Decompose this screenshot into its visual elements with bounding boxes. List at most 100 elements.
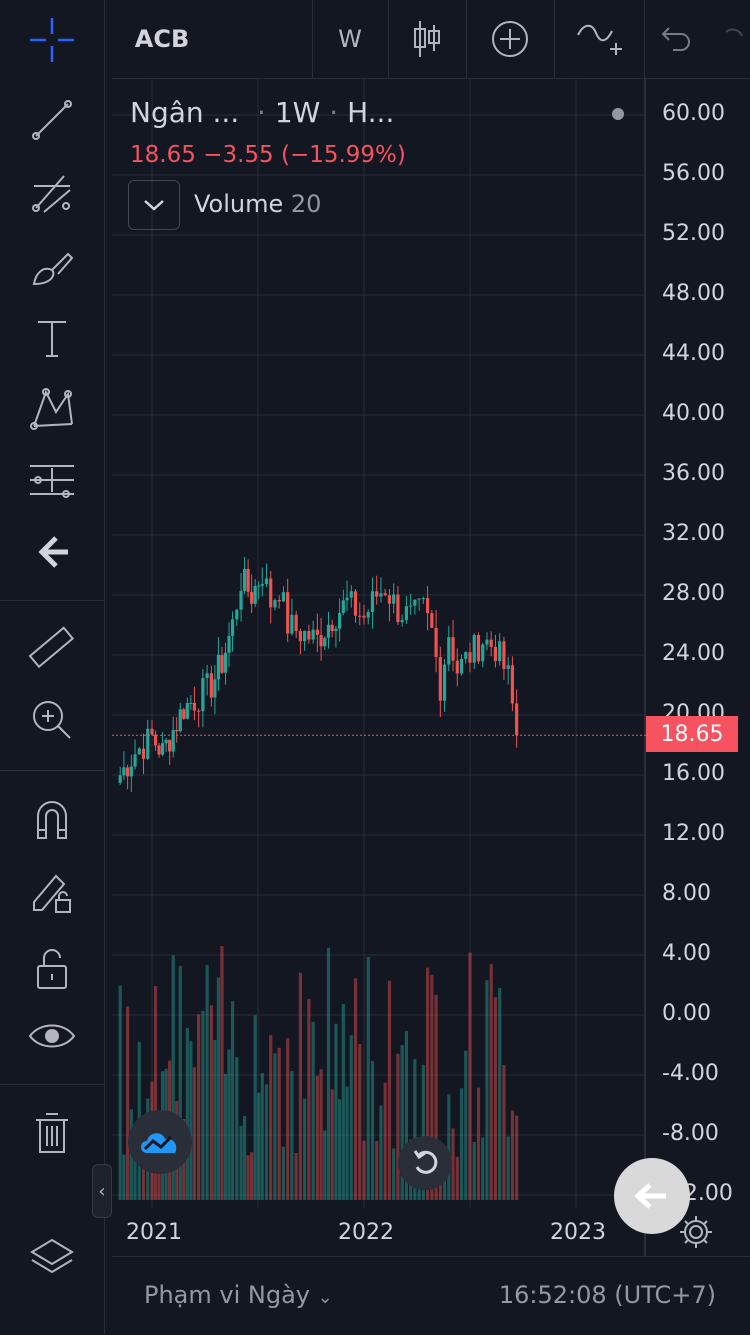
- volume-bar: [264, 1084, 269, 1200]
- candle-body: [286, 592, 290, 634]
- volume-bar: [472, 1142, 476, 1200]
- volume-bar: [338, 1099, 342, 1200]
- zoom-in-icon[interactable]: [22, 690, 82, 750]
- lock-drawing-icon[interactable]: [22, 862, 82, 922]
- candle-body: [185, 703, 189, 719]
- date-range-dropdown[interactable]: Phạm vi Ngày ⌄: [144, 1281, 333, 1309]
- volume-bar: [290, 1070, 294, 1200]
- candle-body: [264, 578, 269, 584]
- candle-body: [157, 745, 161, 755]
- candle-body: [447, 637, 451, 665]
- legend-change-pct: (−15.99%): [280, 142, 406, 168]
- volume-bar: [239, 1126, 243, 1200]
- price-tick-label: 32.00: [662, 521, 725, 546]
- interval-button[interactable]: W: [338, 25, 362, 53]
- candle-body: [362, 615, 366, 618]
- time-tick-label: 2023: [550, 1220, 606, 1245]
- candle-body: [137, 748, 141, 755]
- ruler-icon[interactable]: [22, 618, 82, 678]
- volume-bar: [392, 1148, 396, 1200]
- volume-bar: [481, 1137, 485, 1200]
- candle-body: [269, 578, 273, 608]
- candle-body: [392, 594, 396, 604]
- candle-body: [253, 585, 257, 604]
- candle-body: [485, 639, 489, 645]
- add-circle-icon[interactable]: [466, 0, 554, 78]
- volume-bar: [277, 1047, 281, 1200]
- collapse-legend-button[interactable]: [128, 180, 180, 230]
- trash-icon[interactable]: [22, 1104, 82, 1164]
- brush-icon[interactable]: [22, 238, 82, 298]
- candle-body: [375, 591, 379, 597]
- legend-symbol-name: Ngân ...: [130, 96, 240, 129]
- symbol-button[interactable]: ACB: [134, 25, 190, 53]
- volume-bar: [421, 1064, 425, 1200]
- candle-body: [150, 728, 154, 735]
- candle-body: [277, 599, 281, 602]
- candle-body: [459, 658, 464, 674]
- chevron-down-icon: ⌄: [317, 1287, 333, 1308]
- magnet-icon[interactable]: [22, 790, 82, 850]
- candle-body: [205, 673, 209, 679]
- legend-title: Ngân ... · 1W · H...: [130, 96, 395, 129]
- candle-body: [421, 598, 425, 600]
- candle-body: [323, 637, 327, 647]
- volume-bar: [400, 1045, 404, 1200]
- trend-line-icon[interactable]: [22, 90, 82, 150]
- reset-chart-button[interactable]: [398, 1136, 452, 1190]
- volume-bar: [447, 1094, 451, 1200]
- scroll-to-realtime-button[interactable]: [614, 1158, 690, 1234]
- indicators-icon[interactable]: [554, 0, 644, 78]
- volume-bar: [413, 1059, 417, 1200]
- volume-bar: [122, 1154, 126, 1200]
- candle-body: [498, 641, 502, 662]
- candle-body: [126, 767, 130, 777]
- candle-body: [481, 644, 485, 662]
- volume-bar: [515, 1115, 519, 1200]
- pattern-icon[interactable]: [22, 378, 82, 438]
- candle-body: [404, 606, 408, 621]
- pitchfork-icon[interactable]: [22, 164, 82, 224]
- volume-bar: [185, 1027, 189, 1200]
- time-tick-label: 2021: [126, 1220, 182, 1245]
- volume-bar: [493, 997, 498, 1200]
- gear-icon[interactable]: [678, 1214, 714, 1250]
- candle-body: [341, 600, 345, 613]
- back-arrow-icon[interactable]: [22, 522, 82, 582]
- arrow-left-icon: [634, 1183, 666, 1209]
- volume-bar: [216, 977, 221, 1200]
- price-tick-label: 56.00: [662, 161, 725, 186]
- layers-icon[interactable]: [22, 1228, 82, 1288]
- price-chart[interactable]: [112, 78, 750, 1256]
- volume-bar: [126, 1006, 130, 1200]
- volume-bar: [257, 1092, 261, 1200]
- top-toolbar: ACB W: [112, 0, 750, 79]
- volume-bar: [307, 998, 311, 1200]
- volume-indicator-label[interactable]: Volume 20: [194, 190, 321, 218]
- candle-body: [413, 599, 417, 606]
- candle-body: [353, 591, 358, 616]
- volume-bar: [118, 985, 122, 1200]
- candle-body: [315, 629, 319, 635]
- candle-body: [246, 568, 250, 592]
- collapse-sidebar-button[interactable]: ‹: [92, 1164, 112, 1218]
- eye-icon[interactable]: [22, 1006, 82, 1066]
- text-icon[interactable]: [22, 308, 82, 368]
- undo-icon[interactable]: [652, 0, 700, 78]
- candle-body: [334, 628, 338, 632]
- bottom-bar: Phạm vi Ngày ⌄ 16:52:08 (UTC+7): [112, 1256, 750, 1335]
- volume-bar: [426, 967, 430, 1200]
- prediction-icon[interactable]: [22, 450, 82, 510]
- crosshair-icon[interactable]: [22, 10, 82, 70]
- clock-timezone[interactable]: 16:52:08 (UTC+7): [498, 1281, 716, 1309]
- volume-bar: [269, 1034, 273, 1200]
- volume-bar: [375, 1141, 379, 1200]
- tradingview-logo[interactable]: [128, 1110, 192, 1174]
- redo-icon[interactable]: [712, 0, 750, 78]
- candle-body: [153, 734, 158, 746]
- volume-bar: [510, 1110, 514, 1200]
- candlestick-icon[interactable]: [388, 0, 466, 78]
- lock-icon[interactable]: [22, 938, 82, 998]
- candle-body: [366, 612, 370, 618]
- volume-bar: [209, 1005, 213, 1200]
